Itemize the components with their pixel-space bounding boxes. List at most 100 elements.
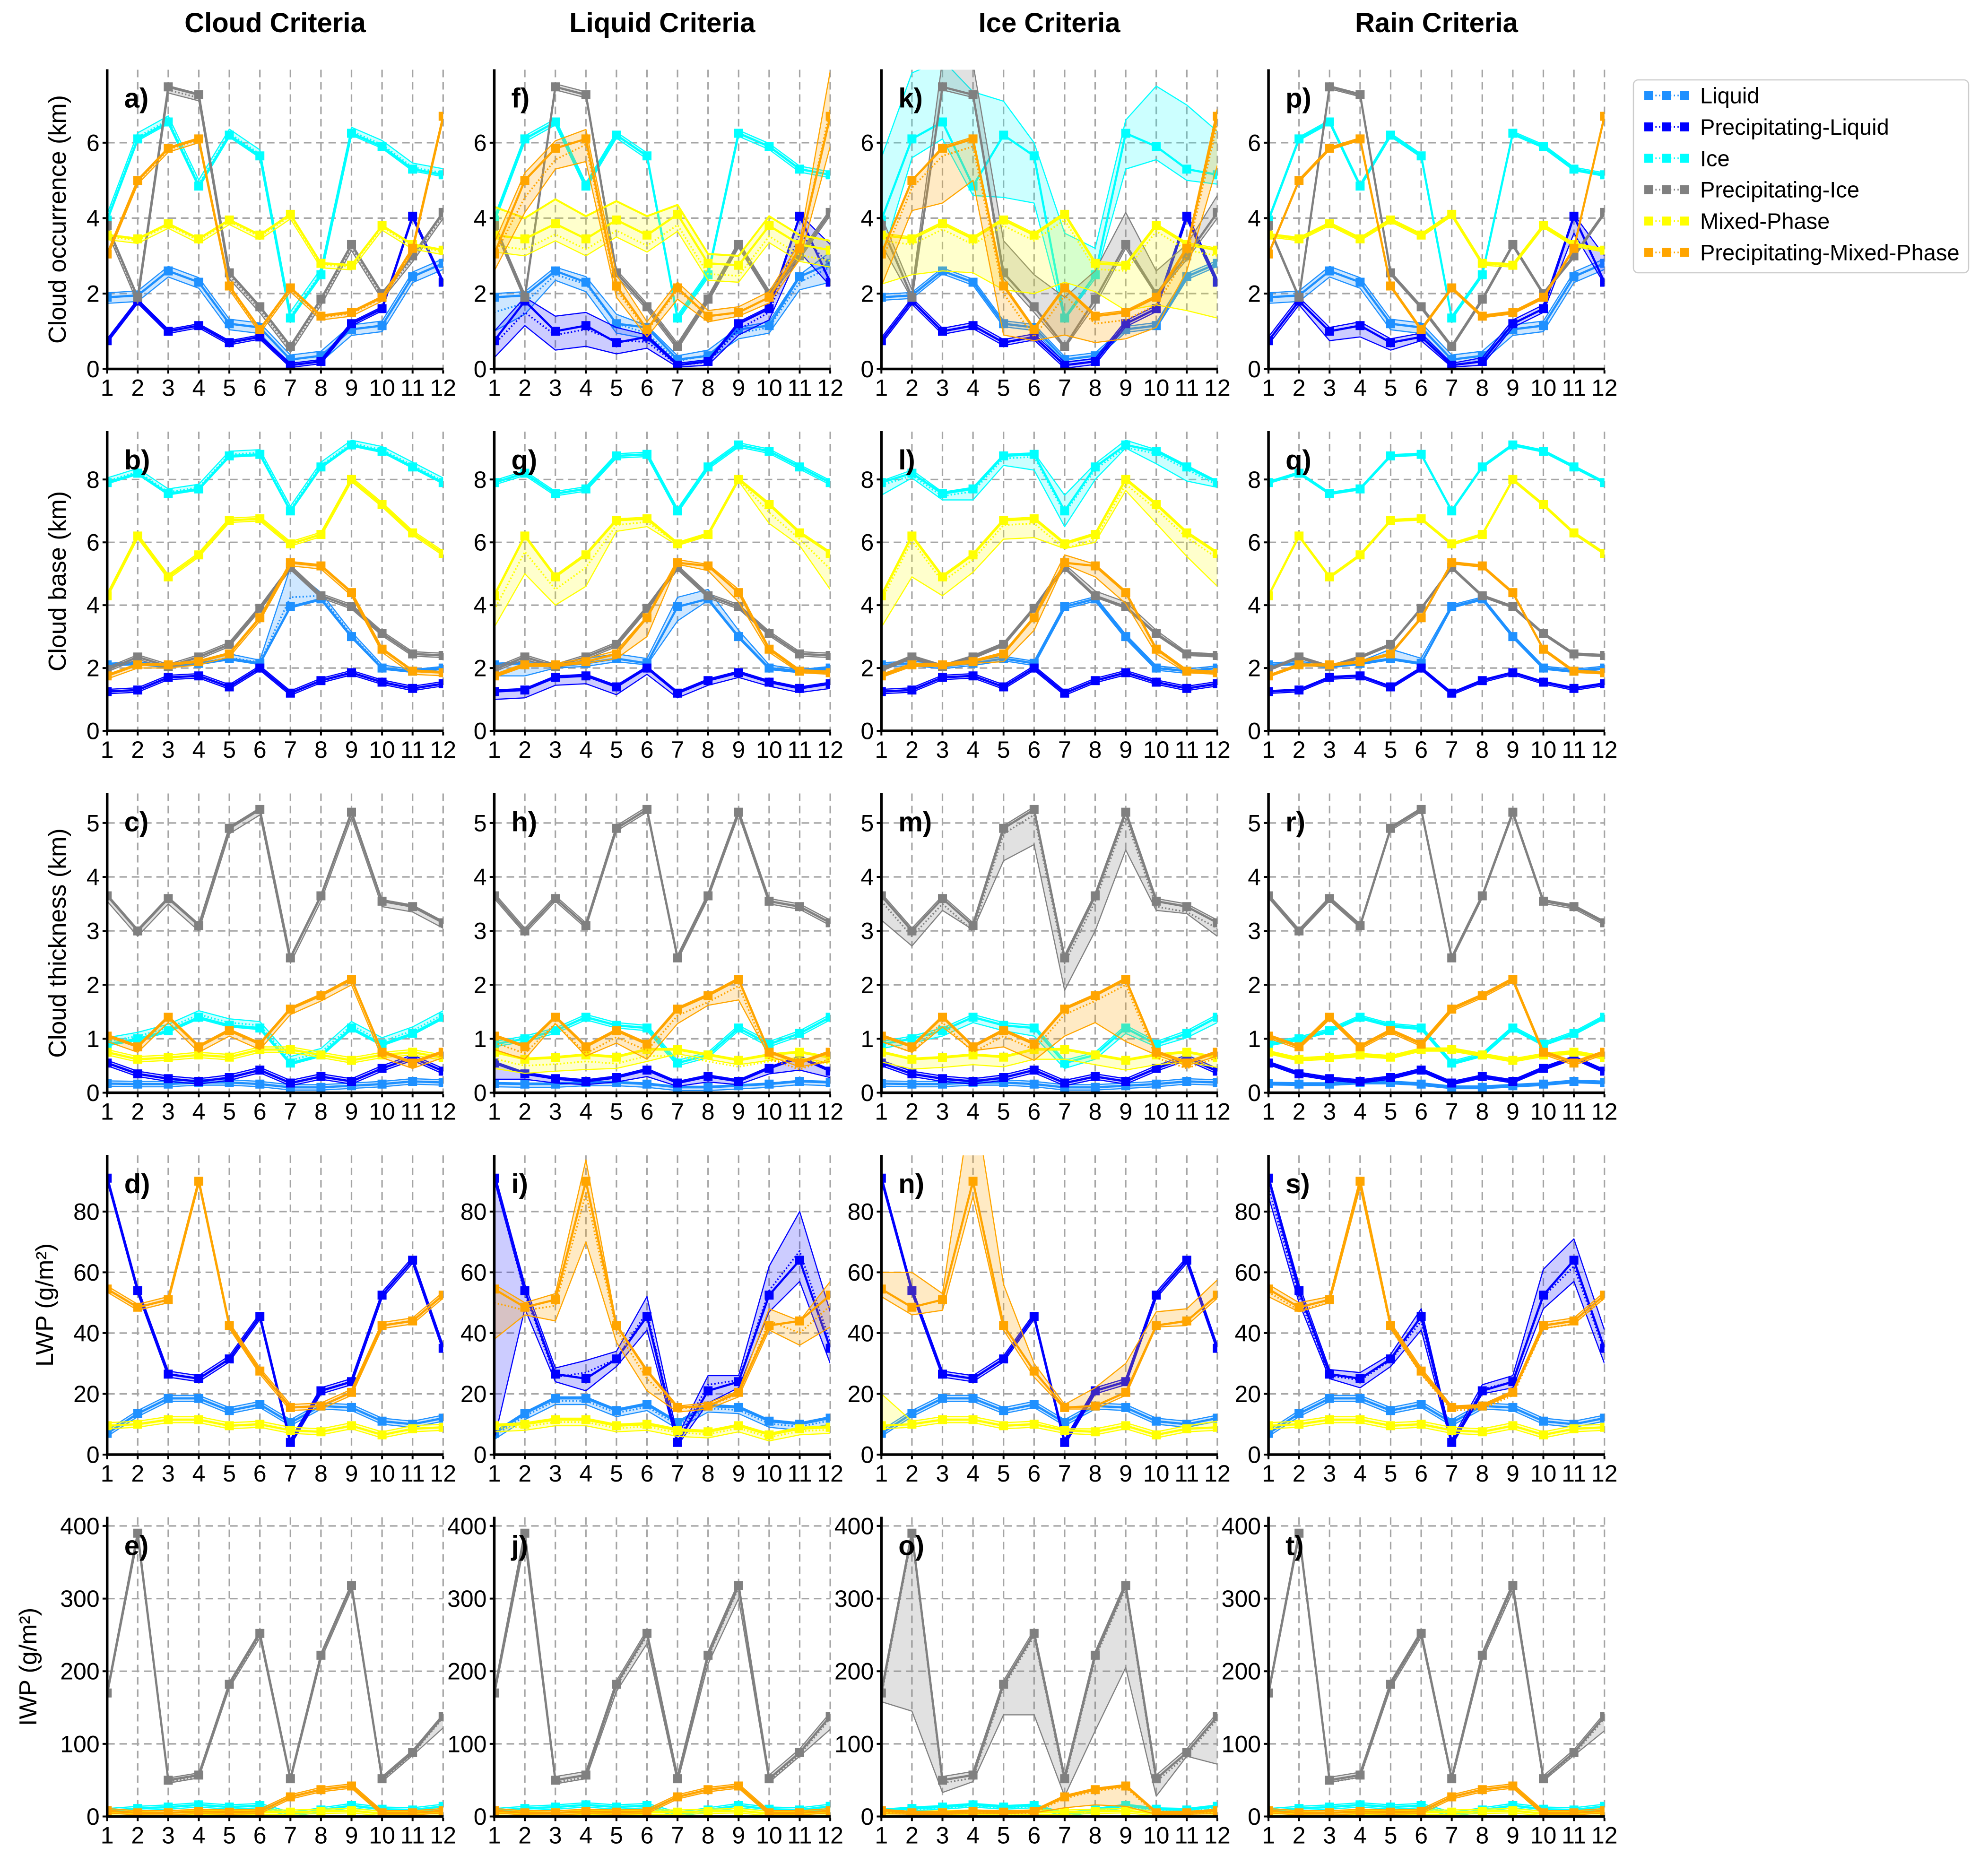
svg-text:7: 7 — [671, 375, 684, 401]
svg-text:8: 8 — [1476, 1822, 1489, 1849]
svg-text:7: 7 — [1058, 1460, 1071, 1487]
svg-text:Ice: Ice — [1700, 146, 1730, 171]
svg-text:3: 3 — [1323, 1460, 1336, 1487]
svg-text:4: 4 — [1354, 737, 1367, 763]
svg-text:7: 7 — [1445, 737, 1458, 763]
svg-text:10: 10 — [756, 1099, 782, 1125]
svg-text:4: 4 — [966, 375, 980, 401]
svg-text:4: 4 — [966, 737, 980, 763]
svg-text:Precipitating-Mixed-Phase: Precipitating-Mixed-Phase — [1700, 240, 1960, 265]
svg-text:9: 9 — [1506, 375, 1519, 401]
svg-text:2: 2 — [131, 1099, 144, 1125]
svg-text:0: 0 — [860, 1803, 874, 1830]
svg-text:3: 3 — [162, 375, 175, 401]
svg-text:8: 8 — [474, 467, 487, 493]
svg-text:1: 1 — [101, 1822, 114, 1849]
svg-text:11: 11 — [788, 375, 812, 401]
svg-text:LWP (g/m²): LWP (g/m²) — [31, 1243, 59, 1367]
svg-text:2: 2 — [1293, 1099, 1306, 1125]
svg-text:200: 200 — [60, 1658, 99, 1685]
svg-text:4: 4 — [966, 1099, 980, 1125]
svg-text:2: 2 — [1293, 1822, 1306, 1849]
svg-text:1: 1 — [101, 375, 114, 401]
svg-text:100: 100 — [1222, 1731, 1261, 1757]
svg-text:8: 8 — [860, 467, 874, 493]
svg-text:4: 4 — [474, 592, 487, 619]
svg-text:80: 80 — [460, 1198, 487, 1225]
svg-text:12: 12 — [1591, 1099, 1618, 1125]
svg-text:0: 0 — [860, 1442, 874, 1468]
svg-text:8: 8 — [702, 375, 715, 401]
svg-text:2: 2 — [905, 375, 919, 401]
svg-text:6: 6 — [1415, 375, 1428, 401]
svg-text:200: 200 — [1222, 1658, 1261, 1685]
svg-text:12: 12 — [1204, 1460, 1231, 1487]
svg-text:10: 10 — [756, 375, 782, 401]
svg-text:1: 1 — [488, 375, 501, 401]
svg-text:Ice Criteria: Ice Criteria — [979, 8, 1121, 38]
svg-text:11: 11 — [400, 1460, 425, 1487]
svg-text:11: 11 — [1562, 1099, 1586, 1125]
svg-text:11: 11 — [400, 1822, 425, 1849]
svg-text:11: 11 — [788, 1460, 812, 1487]
svg-text:1: 1 — [860, 1026, 874, 1052]
svg-text:11: 11 — [1174, 1099, 1199, 1125]
svg-text:2: 2 — [131, 737, 144, 763]
svg-text:9: 9 — [732, 1460, 745, 1487]
svg-text:3: 3 — [549, 1460, 562, 1487]
svg-text:4: 4 — [87, 205, 100, 232]
svg-text:2: 2 — [1293, 375, 1306, 401]
svg-text:6: 6 — [641, 375, 654, 401]
svg-text:9: 9 — [345, 1460, 358, 1487]
svg-text:9: 9 — [1119, 1099, 1132, 1125]
svg-text:10: 10 — [1530, 1822, 1557, 1849]
svg-text:2: 2 — [518, 1099, 531, 1125]
svg-text:3: 3 — [549, 737, 562, 763]
svg-text:4: 4 — [860, 592, 874, 619]
svg-text:8: 8 — [314, 1822, 328, 1849]
svg-text:5: 5 — [610, 1099, 623, 1125]
svg-text:q): q) — [1285, 445, 1311, 476]
svg-text:6: 6 — [641, 737, 654, 763]
svg-text:9: 9 — [1119, 1460, 1132, 1487]
svg-text:20: 20 — [73, 1381, 100, 1407]
svg-text:12: 12 — [1591, 375, 1618, 401]
svg-text:0: 0 — [87, 1080, 100, 1106]
svg-text:4: 4 — [579, 737, 592, 763]
svg-text:6: 6 — [253, 1822, 267, 1849]
svg-text:4: 4 — [192, 737, 206, 763]
svg-text:12: 12 — [817, 737, 843, 763]
svg-text:80: 80 — [73, 1198, 100, 1225]
svg-text:100: 100 — [834, 1731, 874, 1757]
svg-text:2: 2 — [905, 737, 919, 763]
svg-text:0: 0 — [87, 718, 100, 745]
svg-text:2: 2 — [860, 972, 874, 998]
svg-text:p): p) — [1285, 83, 1311, 114]
svg-text:2: 2 — [1248, 655, 1261, 682]
svg-text:7: 7 — [284, 375, 297, 401]
svg-text:10: 10 — [756, 1460, 782, 1487]
svg-text:3: 3 — [1323, 375, 1336, 401]
svg-text:9: 9 — [345, 1099, 358, 1125]
svg-text:40: 40 — [1234, 1320, 1261, 1346]
svg-text:2: 2 — [518, 1822, 531, 1849]
svg-text:9: 9 — [1506, 1099, 1519, 1125]
svg-text:5: 5 — [997, 1460, 1010, 1487]
svg-text:7: 7 — [1445, 1099, 1458, 1125]
svg-text:2: 2 — [131, 375, 144, 401]
svg-text:s): s) — [1285, 1169, 1310, 1199]
svg-text:400: 400 — [1222, 1513, 1261, 1539]
svg-text:10: 10 — [369, 1822, 395, 1849]
svg-text:5: 5 — [223, 1822, 236, 1849]
svg-text:1: 1 — [875, 1099, 888, 1125]
svg-text:6: 6 — [1415, 737, 1428, 763]
svg-text:0: 0 — [87, 356, 100, 382]
svg-text:4: 4 — [192, 1460, 206, 1487]
svg-text:7: 7 — [284, 1460, 297, 1487]
svg-text:5: 5 — [1384, 1460, 1398, 1487]
svg-text:1: 1 — [1262, 737, 1275, 763]
svg-text:6: 6 — [87, 130, 100, 156]
svg-text:1: 1 — [488, 1460, 501, 1487]
svg-text:200: 200 — [834, 1658, 874, 1685]
svg-text:k): k) — [898, 83, 923, 114]
